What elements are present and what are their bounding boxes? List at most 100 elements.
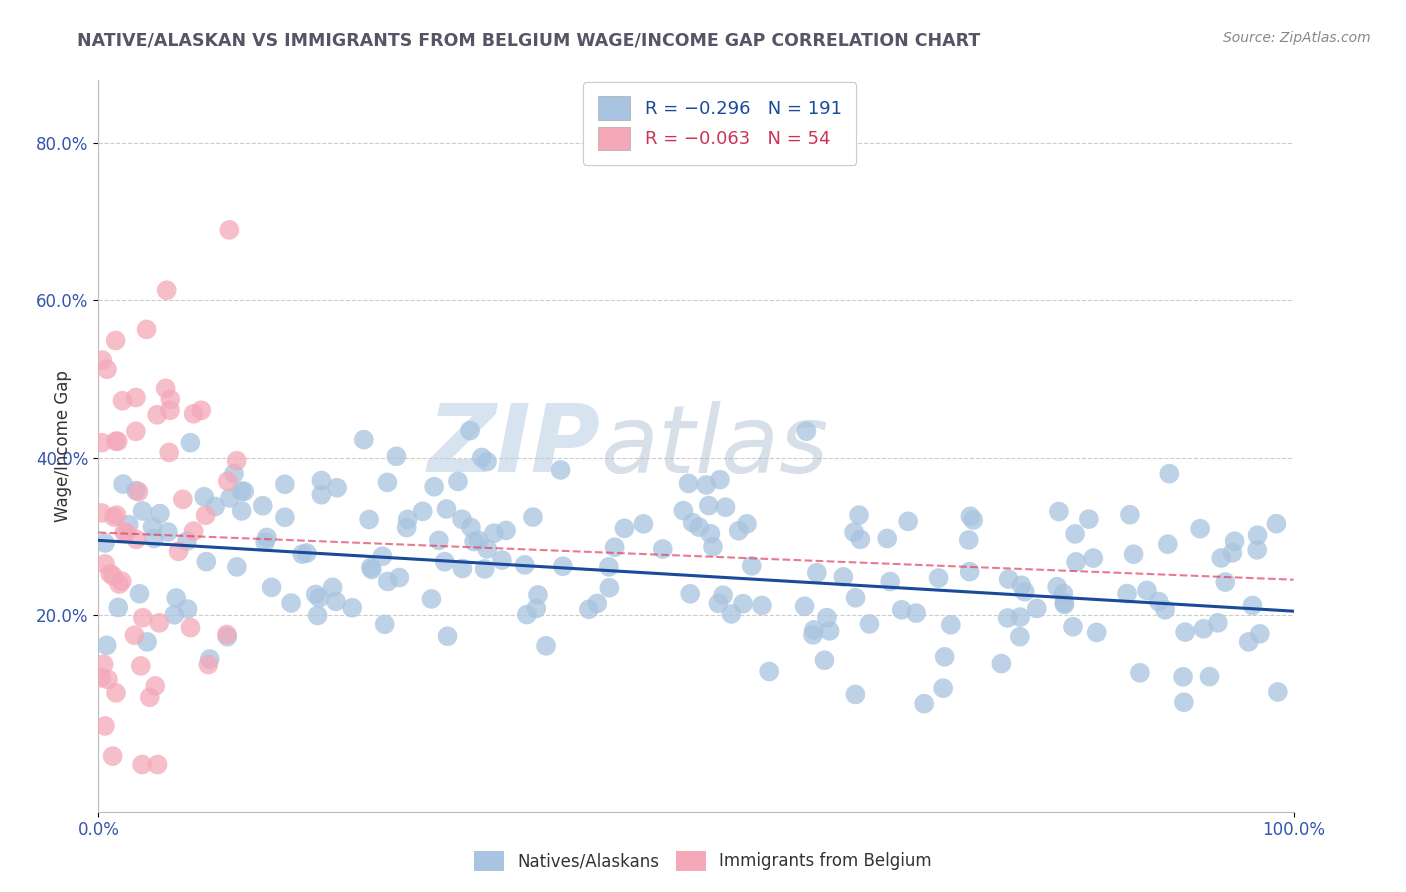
Point (1052, 586, 1074, 600)
Point (912, 697, 935, 711)
Point (751, 599, 773, 613)
Point (359, 512, 381, 526)
Point (112, 525, 135, 540)
Point (217, 474, 239, 488)
Point (96, 638, 118, 652)
Point (156, 524, 179, 539)
Point (939, 617, 962, 632)
Point (274, 477, 297, 491)
Point (322, 580, 344, 594)
Point (371, 549, 394, 564)
Point (94, 557, 117, 571)
Point (215, 627, 238, 641)
Point (163, 607, 186, 622)
Point (254, 535, 277, 549)
Point (217, 630, 239, 644)
Point (672, 503, 695, 517)
Point (433, 555, 456, 569)
Point (803, 623, 825, 637)
Point (388, 570, 411, 584)
Point (586, 596, 609, 610)
Point (90, 506, 112, 520)
Point (451, 561, 474, 575)
Point (436, 629, 458, 643)
Point (1189, 522, 1212, 536)
Point (198, 652, 221, 666)
Point (104, 434, 127, 449)
Point (928, 571, 950, 585)
Point (159, 392, 181, 407)
Point (1122, 547, 1144, 561)
Point (124, 628, 146, 642)
Point (374, 617, 396, 632)
Point (697, 499, 720, 513)
Point (682, 516, 704, 530)
Text: atlas: atlas (600, 401, 828, 491)
Point (107, 434, 129, 449)
Point (291, 547, 314, 561)
Point (879, 574, 901, 589)
Point (90, 671, 112, 685)
Point (1267, 685, 1289, 699)
Point (183, 524, 205, 538)
Point (735, 516, 758, 531)
Point (905, 606, 928, 620)
Point (360, 562, 382, 576)
Point (513, 558, 536, 572)
Point (1159, 467, 1181, 481)
Point (104, 334, 127, 348)
Point (1265, 516, 1288, 531)
Point (233, 484, 256, 499)
Point (959, 565, 981, 579)
Legend: R = −0.296   N = 191, R = −0.063   N = 54: R = −0.296 N = 191, R = −0.063 N = 54 (583, 82, 856, 164)
Point (1047, 504, 1070, 518)
Point (156, 283, 179, 297)
Point (997, 611, 1019, 625)
Point (436, 502, 458, 516)
Point (832, 570, 855, 584)
Point (165, 591, 187, 605)
Point (695, 478, 717, 492)
Point (101, 749, 124, 764)
Point (551, 559, 574, 574)
Point (231, 483, 253, 498)
Point (105, 508, 128, 522)
Point (423, 480, 446, 494)
Point (796, 424, 818, 438)
Point (131, 757, 153, 772)
Point (534, 639, 557, 653)
Point (1154, 603, 1177, 617)
Point (111, 393, 134, 408)
Point (1136, 583, 1159, 598)
Point (325, 594, 347, 608)
Point (149, 507, 172, 521)
Point (598, 559, 620, 574)
Point (311, 474, 333, 488)
Point (305, 587, 328, 601)
Point (1083, 551, 1105, 566)
Point (194, 508, 217, 523)
Point (524, 601, 547, 615)
Point (876, 532, 898, 546)
Point (125, 425, 148, 439)
Point (959, 509, 981, 524)
Point (1241, 599, 1264, 613)
Point (1064, 555, 1087, 569)
Point (136, 635, 159, 649)
Point (932, 681, 955, 696)
Point (727, 524, 749, 538)
Point (157, 445, 180, 459)
Point (128, 484, 150, 499)
Point (516, 607, 538, 622)
Point (720, 607, 742, 621)
Point (1173, 695, 1195, 709)
Point (1157, 537, 1180, 551)
Point (326, 481, 349, 495)
Point (193, 490, 215, 504)
Point (603, 540, 626, 554)
Point (598, 581, 620, 595)
Point (1053, 596, 1076, 610)
Point (146, 408, 169, 422)
Point (396, 512, 419, 526)
Point (890, 603, 912, 617)
